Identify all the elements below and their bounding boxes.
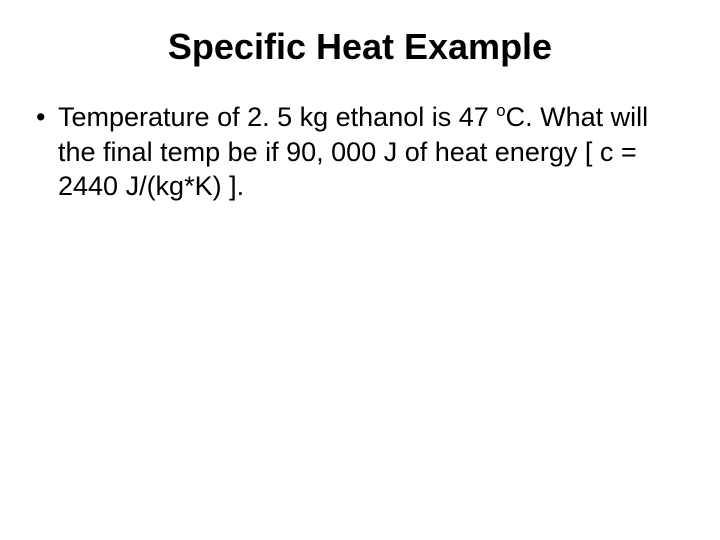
slide-title: Specific Heat Example [30, 26, 690, 68]
bullet-list: Temperature of 2. 5 kg ethanol is 47 oC.… [30, 100, 690, 204]
slide: Specific Heat Example Temperature of 2. … [0, 0, 720, 540]
bullet-text-part-1: Temperature of 2. 5 kg ethanol is 47 [58, 102, 496, 132]
bullet-item: Temperature of 2. 5 kg ethanol is 47 oC.… [30, 100, 690, 204]
degree-superscript: o [496, 101, 505, 120]
